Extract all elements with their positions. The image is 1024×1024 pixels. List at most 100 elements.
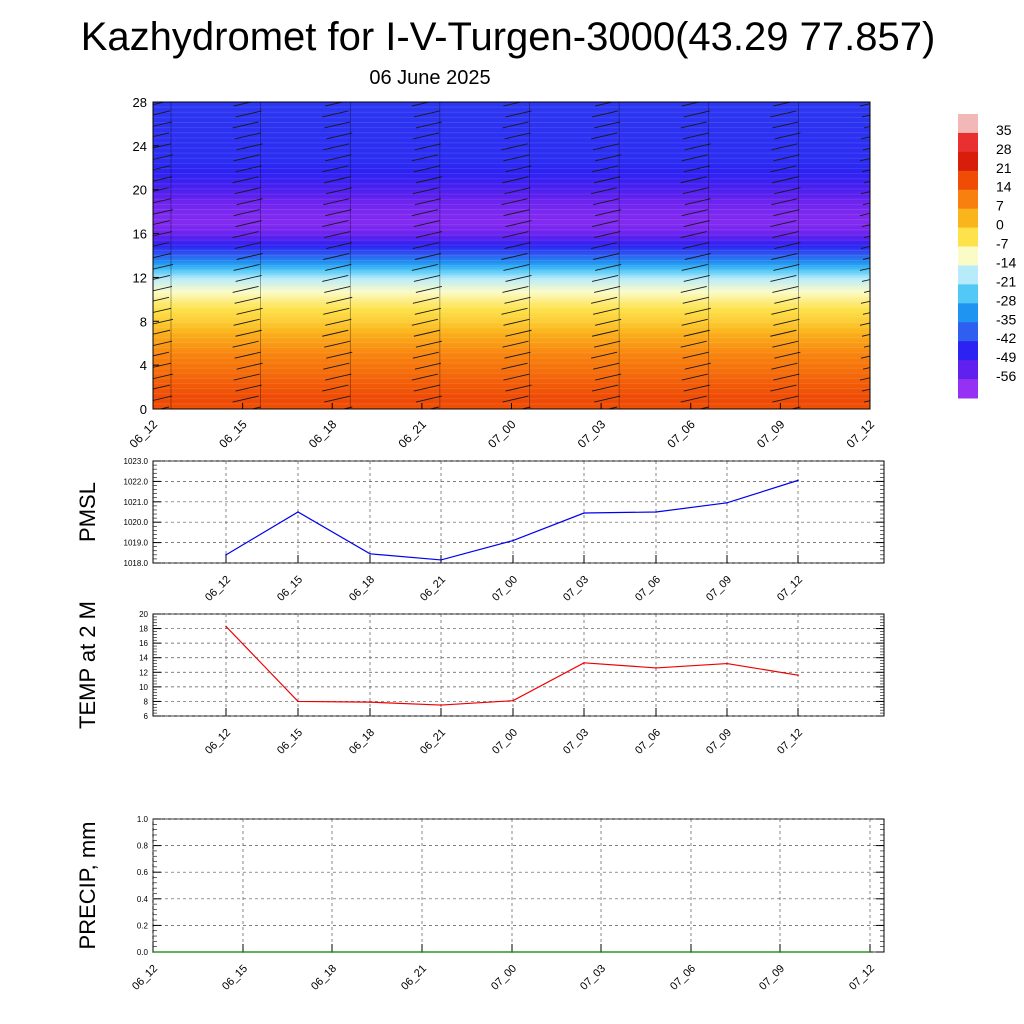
y-tick-label: 16 [139,639,148,648]
x-tick-label: 07_06 [633,574,663,604]
wind-barb [505,220,532,228]
colorbar-swatch [958,170,978,191]
heatmap-band [153,189,870,193]
x-tick-label: 07_06 [633,727,663,757]
wind-barb [771,198,798,206]
wind-barb [232,121,259,129]
colorbar-swatch [958,132,978,153]
wind-barb [413,329,440,337]
colorbar-label: -28 [996,292,1016,308]
wind-barb [862,367,870,370]
wind-barb [772,285,799,293]
wind-barb [771,253,798,260]
colorbar-swatch [958,284,978,304]
wind-barb [411,102,432,107]
wind-barb [771,307,798,315]
heatmap-band [153,263,870,267]
wind-barb [861,224,870,228]
heatmap-band [153,342,870,346]
wind-barb [234,296,261,304]
heatmap-band [153,233,870,237]
wind-barb [684,143,711,151]
colorbar-swatch [958,208,978,229]
wind-barb [153,209,174,215]
data-point [690,951,692,953]
wind-barb [153,110,171,116]
wind-barb [153,274,171,280]
x-tick-label: 07_09 [757,963,787,993]
wind-barb [773,154,800,162]
data-point [655,667,657,669]
wind-barb [683,110,710,118]
x-tick-label: 07_12 [775,574,805,604]
y-tick-label: 0.4 [137,895,149,904]
heatmap-band [153,305,870,309]
wind-barb [153,198,172,204]
wind-barb [428,406,439,409]
heatmap-band [153,110,870,114]
wind-barb [681,154,708,162]
wind-barb [504,132,531,140]
wind-barb [413,110,440,118]
wind-barb [325,154,352,162]
y-tick-label: 1021.0 [124,498,149,507]
wind-barb [683,329,710,337]
wind-barb [232,176,259,184]
wind-barb [503,264,530,271]
wind-barb [501,143,528,151]
heatmap-band [153,283,870,287]
x-tick-label: 07_06 [664,417,698,451]
heatmap-band [153,165,870,169]
wind-barb [504,296,531,304]
colorbar-label: -56 [996,368,1016,384]
heatmap-band [153,340,870,344]
y-tick-label: 0.6 [137,868,149,877]
wind-barb [153,132,170,138]
colorbar-swatch [958,322,978,342]
wind-barb [233,154,260,162]
heatmap-band [153,119,870,123]
wind-barb [681,102,702,107]
heatmap-band [153,151,870,156]
panel-frame [152,818,885,953]
wind-barb [680,121,707,129]
wind-barb [502,231,529,239]
wind-barb [772,176,799,184]
wind-barb [326,187,353,195]
heatmap-band [153,237,870,241]
wind-barb [680,395,707,403]
wind-barb [503,318,530,326]
wind-barb [341,406,353,409]
wind-barb [502,121,529,129]
heatmap-band [153,322,870,327]
wind-barb [415,231,442,239]
chart-subtitle: 06 June 2025 [369,67,491,89]
heatmap-band [153,121,870,125]
wind-barb [859,322,870,326]
wind-barb [325,373,352,381]
wind-barb [411,154,438,162]
heatmap-band [153,318,870,322]
heatmap-band [153,215,870,219]
wind-barb [501,362,528,370]
heatmap-band [153,162,870,167]
wind-barb [770,165,797,173]
wind-barb [413,274,440,282]
series-line [225,625,799,706]
wind-barb [153,154,174,160]
wind-barb [505,329,532,337]
wind-barb [774,242,801,249]
colorbar-swatch [958,265,978,285]
data-point [779,951,781,953]
heatmap-band [153,347,870,351]
x-tick-label: 07_00 [490,727,520,757]
wind-barb [861,114,870,118]
heatmap-band [153,191,870,195]
heatmap-band [153,373,870,377]
heatmap-band [153,327,870,331]
wind-barb [592,220,619,228]
heatmap-band [153,369,870,373]
heatmap-band [153,276,870,281]
wind-barb [232,231,259,239]
wind-barb [593,307,620,315]
